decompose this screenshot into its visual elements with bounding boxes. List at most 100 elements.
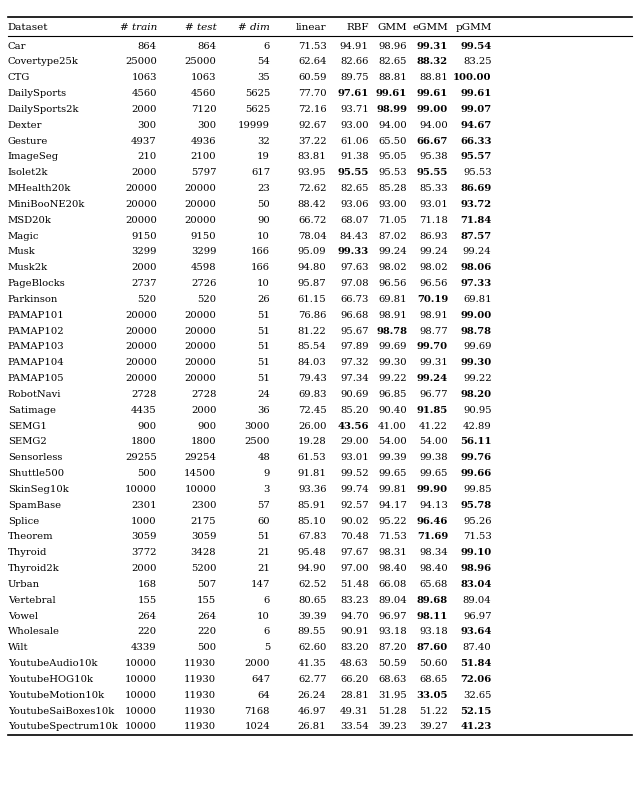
Text: 10: 10: [257, 611, 270, 620]
Text: 91.81: 91.81: [298, 469, 326, 478]
Text: 2728: 2728: [191, 389, 216, 398]
Text: 10: 10: [257, 279, 270, 288]
Text: SkinSeg10k: SkinSeg10k: [8, 484, 68, 493]
Text: 82.65: 82.65: [378, 58, 407, 67]
Text: 4598: 4598: [191, 263, 216, 272]
Text: 99.00: 99.00: [417, 105, 448, 114]
Text: 99.07: 99.07: [460, 105, 492, 114]
Text: 41.00: 41.00: [378, 421, 407, 430]
Text: 3000: 3000: [244, 421, 270, 430]
Text: 11930: 11930: [184, 706, 216, 714]
Text: 11930: 11930: [184, 722, 216, 731]
Text: 61.06: 61.06: [340, 136, 369, 145]
Text: SpamBase: SpamBase: [8, 500, 61, 509]
Text: 71.53: 71.53: [463, 532, 492, 541]
Text: 99.69: 99.69: [378, 342, 407, 351]
Text: 220: 220: [138, 627, 157, 636]
Text: 94.00: 94.00: [378, 121, 407, 130]
Text: 99.85: 99.85: [463, 484, 492, 493]
Text: 43.56: 43.56: [337, 421, 369, 430]
Text: # train: # train: [120, 23, 157, 32]
Text: 51: 51: [257, 532, 270, 541]
Text: 10000: 10000: [125, 484, 157, 493]
Text: 19999: 19999: [238, 121, 270, 130]
Text: 87.02: 87.02: [378, 231, 407, 240]
Text: 85.91: 85.91: [298, 500, 326, 509]
Text: 3428: 3428: [191, 547, 216, 556]
Text: 500: 500: [138, 469, 157, 478]
Text: 5625: 5625: [244, 89, 270, 98]
Text: 10000: 10000: [125, 659, 157, 667]
Text: 100.00: 100.00: [453, 73, 492, 82]
Text: 51: 51: [257, 358, 270, 367]
Text: 147: 147: [251, 579, 270, 588]
Text: 87.40: 87.40: [463, 642, 492, 651]
Text: 83.20: 83.20: [340, 642, 369, 651]
Text: 26.24: 26.24: [298, 690, 326, 699]
Text: 85.33: 85.33: [419, 184, 448, 193]
Text: linear: linear: [296, 23, 326, 32]
Text: 91.85: 91.85: [417, 406, 448, 414]
Text: 66.33: 66.33: [460, 136, 492, 145]
Text: 96.97: 96.97: [463, 611, 492, 620]
Text: 647: 647: [251, 674, 270, 683]
Text: 99.69: 99.69: [463, 342, 492, 351]
Text: 49.31: 49.31: [340, 706, 369, 714]
Text: 10: 10: [257, 231, 270, 240]
Text: 99.24: 99.24: [378, 247, 407, 256]
Text: 66.20: 66.20: [340, 674, 369, 683]
Text: 94.70: 94.70: [340, 611, 369, 620]
Text: 98.02: 98.02: [419, 263, 448, 272]
Text: 65.50: 65.50: [378, 136, 407, 145]
Text: 51.48: 51.48: [340, 579, 369, 588]
Text: Magic: Magic: [8, 231, 39, 240]
Text: 83.25: 83.25: [463, 58, 492, 67]
Text: 83.04: 83.04: [460, 579, 492, 588]
Text: 60: 60: [257, 516, 270, 525]
Text: 98.40: 98.40: [419, 564, 448, 573]
Text: 20000: 20000: [184, 358, 216, 367]
Text: 96.68: 96.68: [340, 311, 369, 320]
Text: 93.64: 93.64: [460, 627, 492, 636]
Text: 4936: 4936: [191, 136, 216, 145]
Text: 6: 6: [264, 627, 270, 636]
Text: 5200: 5200: [191, 564, 216, 573]
Text: 83.81: 83.81: [298, 152, 326, 161]
Text: 61.15: 61.15: [298, 294, 326, 303]
Text: 11930: 11930: [184, 690, 216, 699]
Text: 85.28: 85.28: [378, 184, 407, 193]
Text: 28.81: 28.81: [340, 690, 369, 699]
Text: 20000: 20000: [125, 342, 157, 351]
Text: 155: 155: [138, 595, 157, 604]
Text: MSD20k: MSD20k: [8, 216, 52, 225]
Text: 94.67: 94.67: [460, 121, 492, 130]
Text: 99.61: 99.61: [376, 89, 407, 98]
Text: 1063: 1063: [131, 73, 157, 82]
Text: 2728: 2728: [131, 389, 157, 398]
Text: 97.67: 97.67: [340, 547, 369, 556]
Text: 89.04: 89.04: [378, 595, 407, 604]
Text: 97.61: 97.61: [337, 89, 369, 98]
Text: 69.83: 69.83: [298, 389, 326, 398]
Text: Parkinson: Parkinson: [8, 294, 58, 303]
Text: 95.05: 95.05: [378, 152, 407, 161]
Text: Thyroid: Thyroid: [8, 547, 47, 556]
Text: 20000: 20000: [184, 326, 216, 335]
Text: 10000: 10000: [184, 484, 216, 493]
Text: 70.19: 70.19: [417, 294, 448, 303]
Text: 95.26: 95.26: [463, 516, 492, 525]
Text: 99.00: 99.00: [460, 311, 492, 320]
Text: 68.07: 68.07: [340, 216, 369, 225]
Text: 25000: 25000: [125, 58, 157, 67]
Text: 97.33: 97.33: [460, 279, 492, 288]
Text: Vertebral: Vertebral: [8, 595, 55, 604]
Text: ImageSeg: ImageSeg: [8, 152, 59, 161]
Text: 85.20: 85.20: [340, 406, 369, 414]
Text: 67.83: 67.83: [298, 532, 326, 541]
Text: 97.00: 97.00: [340, 564, 369, 573]
Text: Urban: Urban: [8, 579, 40, 588]
Text: 68.63: 68.63: [379, 674, 407, 683]
Text: 2000: 2000: [131, 105, 157, 114]
Text: 99.38: 99.38: [419, 453, 448, 461]
Text: 99.24: 99.24: [417, 374, 448, 383]
